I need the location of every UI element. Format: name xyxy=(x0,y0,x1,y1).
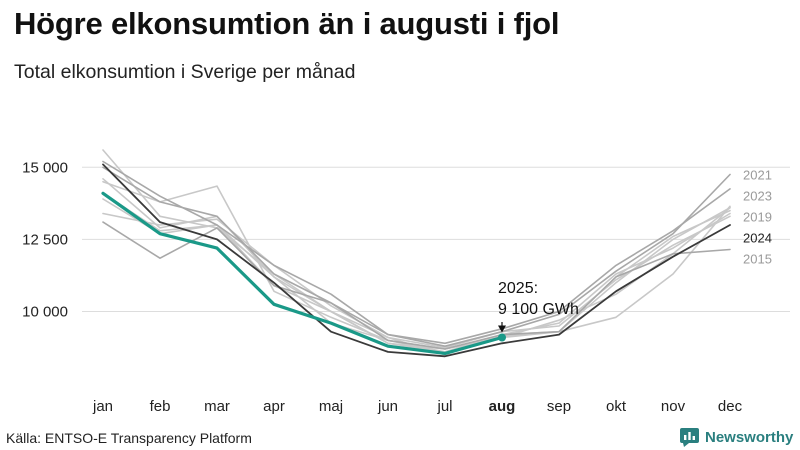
chart-title: Högre elkonsumtion än i augusti i fjol xyxy=(14,6,560,41)
x-tick-label: jul xyxy=(436,398,452,415)
x-tick-label: sep xyxy=(547,398,571,415)
series-label-2024: 2024 xyxy=(743,231,772,246)
chart-subtitle: Total elkonsumtion i Sverige per månad xyxy=(14,61,356,83)
annotation-label-value: 9 100 GWh xyxy=(498,301,579,318)
y-tick-label: 10 000 xyxy=(22,304,68,321)
series-label-2021: 2021 xyxy=(743,168,772,183)
annotation-point xyxy=(498,333,506,342)
x-tick-label: apr xyxy=(263,398,285,415)
series-line-2024 xyxy=(102,163,731,358)
series-line-2015 xyxy=(102,221,731,350)
series-line-2023 xyxy=(102,160,731,345)
annotation: 2025: 9 100 GWh xyxy=(498,280,579,342)
x-tick-label: okt xyxy=(606,398,627,415)
line-chart: 2021 2023 2019 2024 2015 10 000 12 500 15 000 j… xyxy=(22,149,790,415)
x-tick-label: nov xyxy=(661,398,686,415)
x-tick-label: dec xyxy=(718,398,743,415)
axes: 10 000 12 500 15 000 jan feb mar apr maj jun jul a… xyxy=(22,159,742,415)
newsworthy-logo-icon xyxy=(680,428,699,447)
annotation-label-year: 2025: xyxy=(498,280,538,297)
series-line-2025 xyxy=(101,191,504,355)
series-line-2021 xyxy=(102,166,731,348)
series-labels: 2021 2023 2019 2024 2015 xyxy=(743,168,772,267)
brand-logo: Newsworthy xyxy=(680,427,793,447)
x-tick-label: jun xyxy=(377,398,398,415)
brand-name: Newsworthy xyxy=(705,428,794,446)
y-tick-label: 15 000 xyxy=(22,159,68,176)
x-tick-label: aug xyxy=(489,398,516,415)
source-note: Källa: ENTSO-E Transparency Platform xyxy=(6,430,252,446)
series-line-2018 xyxy=(102,178,731,350)
series-line-2022 xyxy=(102,192,731,350)
annotation-arrow-head xyxy=(498,325,506,333)
x-tick-label: feb xyxy=(150,398,171,415)
series-lines xyxy=(101,149,731,358)
x-tick-label: maj xyxy=(319,398,343,415)
x-tick-label: jan xyxy=(92,398,113,415)
series-label-2019: 2019 xyxy=(743,210,772,225)
series-label-2015: 2015 xyxy=(743,252,772,267)
series-label-2023: 2023 xyxy=(743,189,772,204)
y-tick-label: 12 500 xyxy=(22,231,68,248)
x-tick-label: mar xyxy=(204,398,230,415)
